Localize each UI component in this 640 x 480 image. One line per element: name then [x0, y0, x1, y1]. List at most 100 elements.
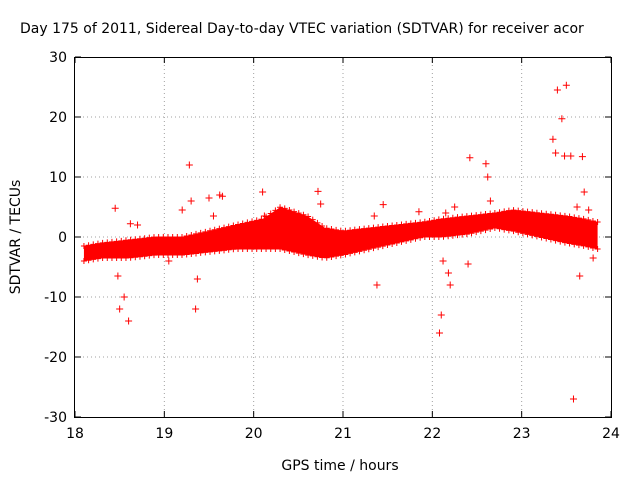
band-edge-marker — [519, 208, 526, 215]
band-edge-marker — [230, 222, 237, 229]
band-edge-marker — [80, 258, 87, 264]
band-edge-marker — [407, 220, 414, 227]
band-edge-marker — [141, 235, 148, 242]
band-edge-marker — [99, 239, 106, 246]
data-point — [446, 281, 454, 289]
data-point — [561, 152, 569, 160]
band-edge-marker — [561, 239, 568, 246]
band-edge-marker — [454, 214, 461, 221]
band-edge-marker — [197, 229, 204, 236]
band-edge-marker — [533, 233, 540, 240]
band-edge-marker — [347, 227, 354, 234]
band-edge-marker — [188, 231, 195, 238]
band-edge-marker — [277, 204, 284, 211]
band-edge-marker — [496, 225, 503, 232]
data-point — [125, 317, 133, 325]
band-edge-marker — [575, 215, 582, 222]
data-point — [218, 192, 226, 200]
x-tick-label: 19 — [155, 426, 173, 442]
data-point — [373, 281, 381, 289]
band-edge-marker — [295, 210, 302, 217]
band-edge-marker — [239, 220, 246, 227]
band-edge-marker — [445, 233, 452, 240]
data-point — [589, 254, 597, 262]
band-edge-marker — [501, 226, 508, 233]
data-point — [317, 200, 325, 208]
band-edge-marker — [253, 217, 260, 224]
data-point — [415, 208, 423, 216]
band-edge-marker — [482, 227, 489, 234]
band-edge-marker — [529, 209, 536, 216]
data-point — [576, 272, 584, 280]
band-edge-marker — [557, 238, 564, 245]
band-edge-marker — [178, 234, 185, 240]
band-edge-marker — [501, 208, 508, 215]
band-edge-marker — [491, 225, 498, 231]
band-edge-marker — [566, 213, 573, 220]
band-edge-marker — [440, 215, 447, 222]
data-point — [259, 188, 267, 196]
data-point — [116, 305, 124, 313]
band-edge-marker — [426, 217, 433, 224]
band-edge-marker — [379, 243, 386, 250]
band-edge-marker — [305, 213, 312, 220]
band-edge-marker — [146, 252, 153, 259]
band-edge-marker — [127, 254, 134, 261]
band-edge-marker — [309, 252, 316, 259]
band-edge-marker — [487, 210, 494, 217]
band-edge-marker — [104, 239, 111, 246]
band-edge-marker — [281, 246, 288, 253]
band-edge-marker — [515, 207, 522, 214]
band-edge-marker — [398, 238, 405, 245]
data-point — [126, 220, 134, 228]
band-edge-marker — [94, 255, 101, 262]
band-edge-marker — [202, 249, 209, 256]
band-edge-marker — [449, 232, 456, 239]
y-tick-label: 30 — [49, 50, 67, 66]
band-edge-marker — [477, 211, 484, 218]
data-point — [553, 86, 561, 94]
band-edge-marker — [538, 234, 545, 241]
x-tick-label: 22 — [423, 426, 441, 442]
band-edge-marker — [468, 230, 475, 237]
data-point — [165, 257, 173, 265]
band-edge-marker — [589, 217, 596, 224]
band-fill — [83, 207, 598, 261]
band-edge-marker — [585, 243, 592, 250]
band-edge-marker — [463, 231, 470, 238]
band-edge-marker — [370, 224, 377, 231]
band-edge-marker — [328, 253, 335, 260]
data-band — [80, 204, 601, 264]
band-edge-marker — [473, 212, 480, 219]
band-edge-marker — [127, 236, 134, 243]
band-edge-marker — [90, 241, 97, 248]
band-edge-marker — [589, 244, 596, 251]
data-point — [466, 154, 474, 162]
band-edge-marker — [463, 213, 470, 220]
data-point — [562, 81, 570, 89]
data-point — [435, 329, 443, 337]
band-edge-marker — [141, 253, 148, 260]
data-point — [120, 293, 128, 301]
band-edge-marker — [342, 251, 349, 258]
band-edge-marker — [529, 232, 536, 239]
data-point — [260, 212, 268, 220]
band-edge-marker — [225, 246, 232, 253]
band-edge-marker — [333, 253, 340, 260]
band-edge-marker — [183, 233, 190, 239]
band-edge-marker — [552, 211, 559, 218]
band-edge-marker — [314, 253, 321, 260]
band-edge-marker — [505, 227, 512, 234]
band-edge-marker — [108, 238, 115, 245]
band-edge-marker — [543, 235, 550, 242]
data-point — [549, 135, 557, 143]
y-tick-label: 20 — [49, 110, 67, 126]
band-edge-marker — [193, 250, 200, 257]
band-edge-marker — [594, 219, 601, 225]
band-edge-marker — [291, 249, 298, 256]
band-edge-marker — [356, 226, 363, 233]
band-edge-marker — [136, 253, 143, 260]
band-edge-marker — [524, 208, 531, 215]
data-point — [114, 272, 122, 280]
